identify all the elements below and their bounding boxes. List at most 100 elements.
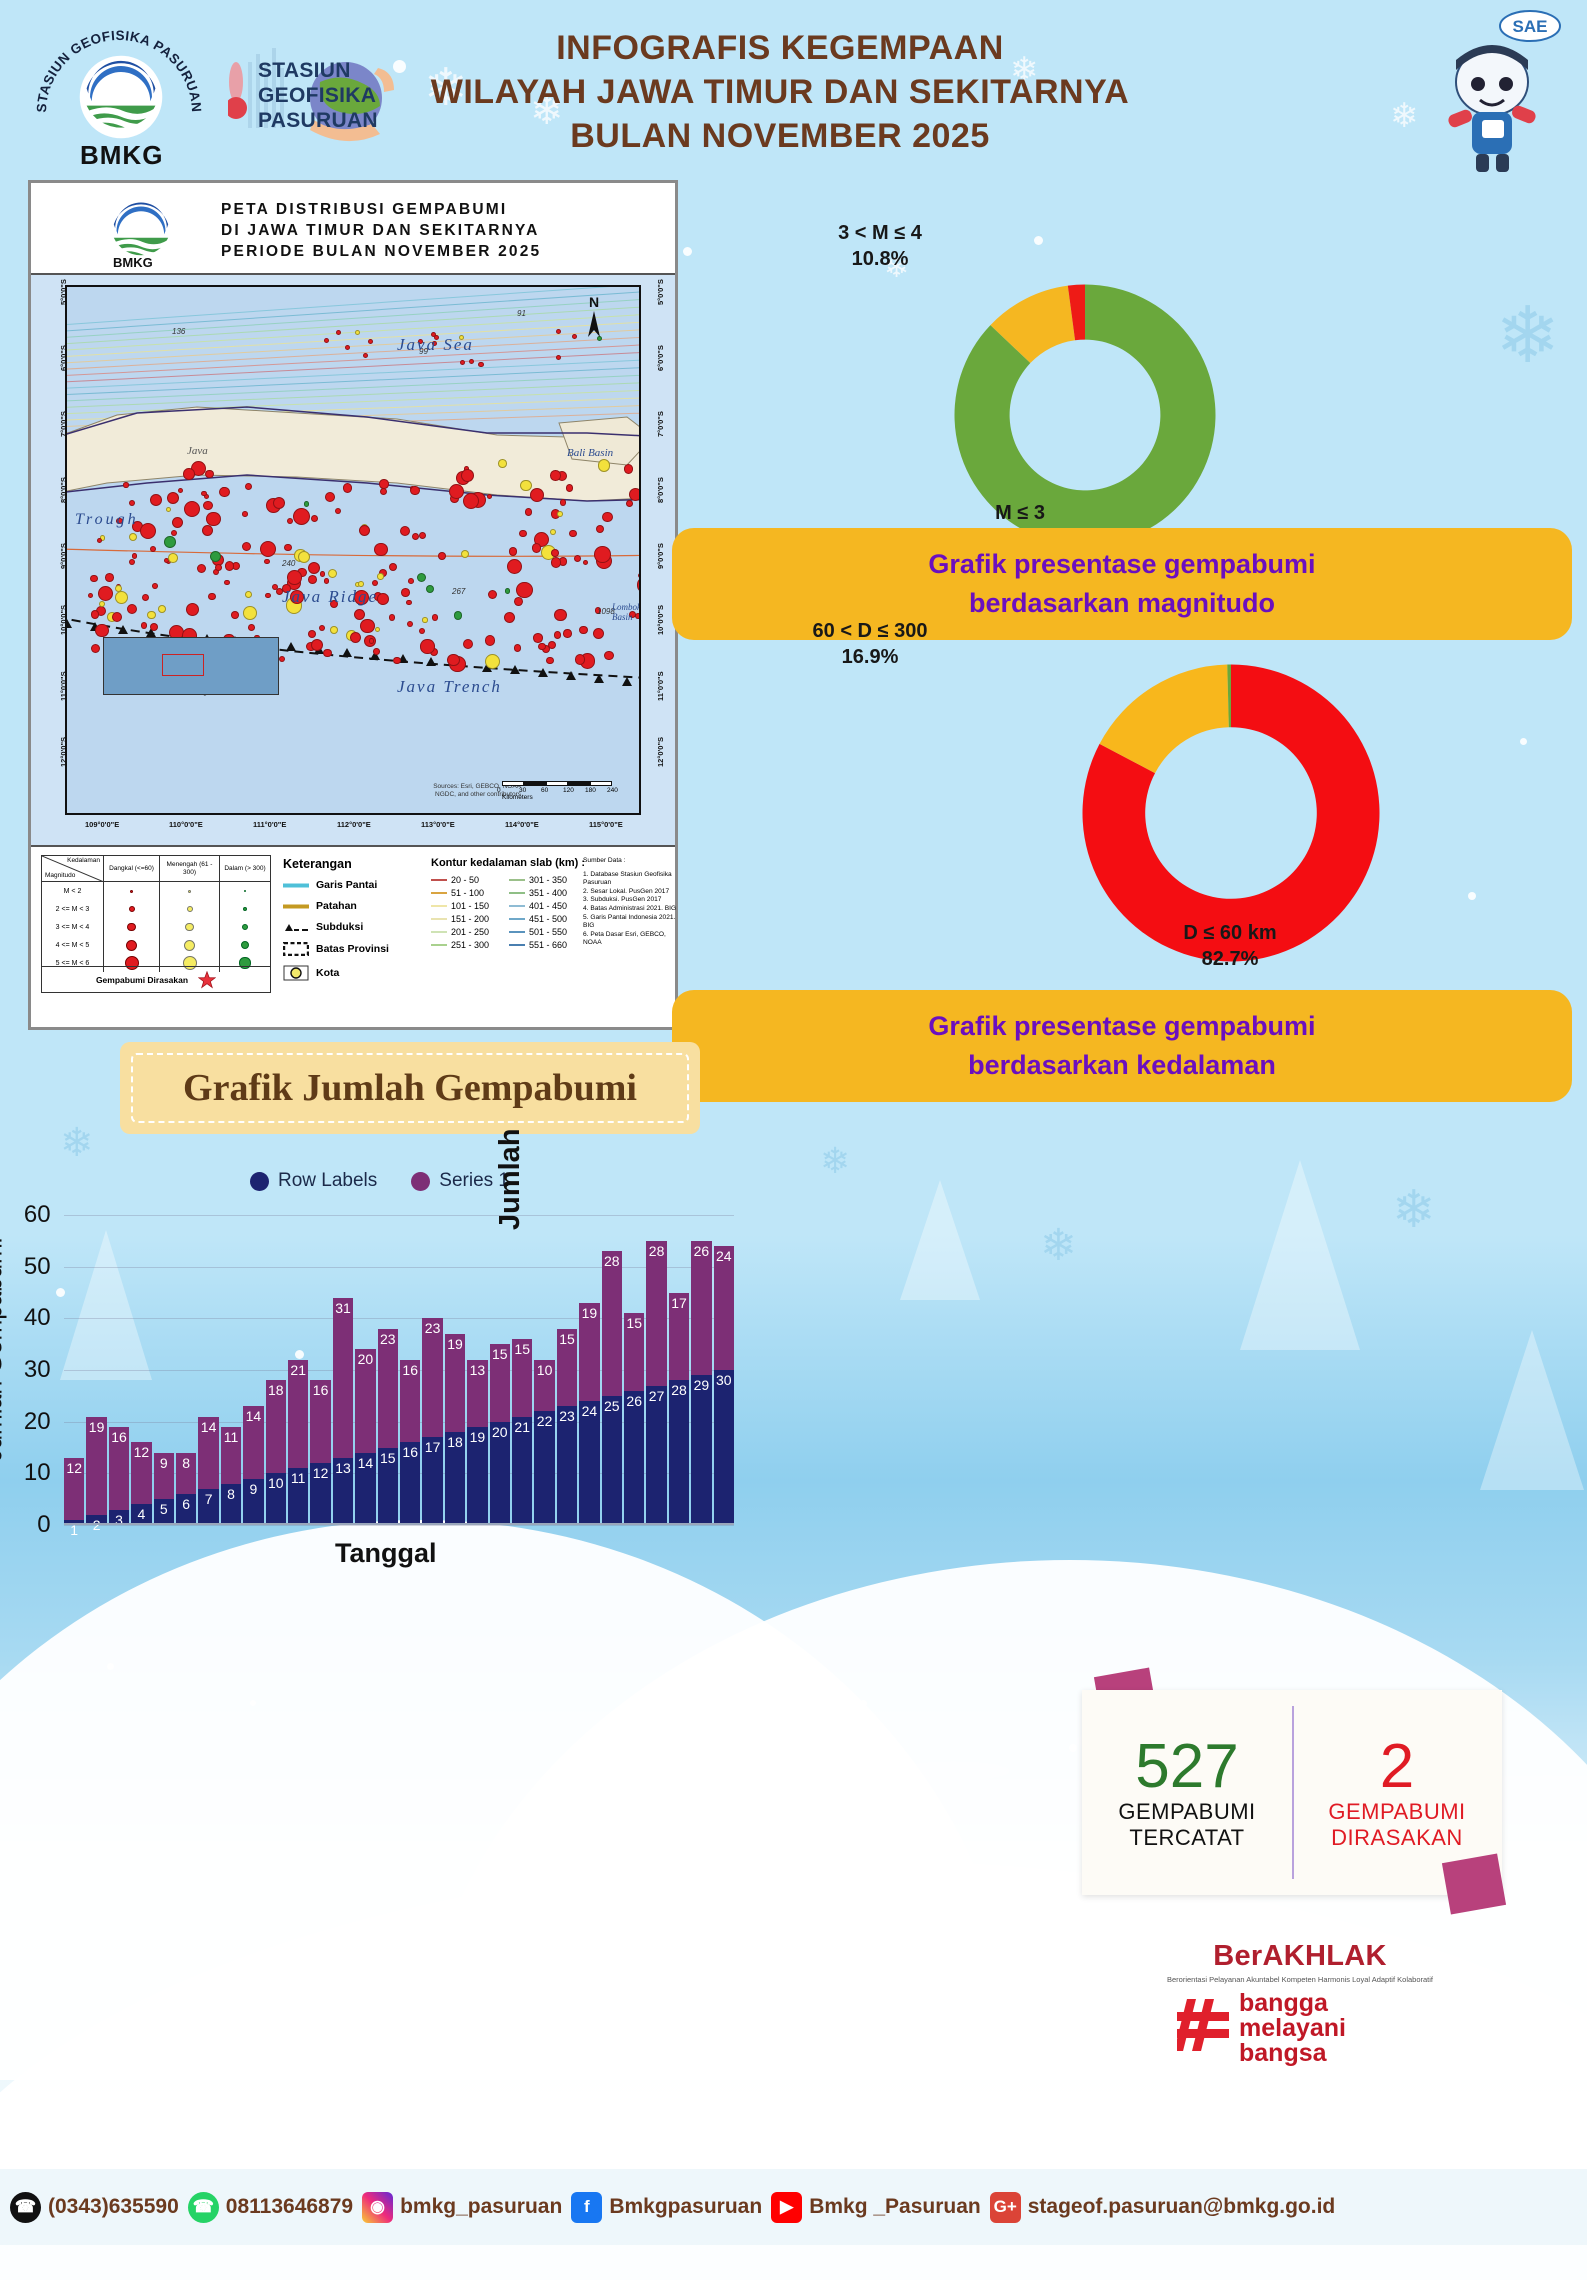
bar-column[interactable]: 14 7: [198, 1416, 219, 1525]
bar-segment-series1: 8: [176, 1452, 197, 1494]
bar-column[interactable]: 14 9: [243, 1406, 264, 1525]
bar-column[interactable]: 17 28: [668, 1292, 690, 1525]
bar-column[interactable]: 18 10: [265, 1380, 286, 1525]
footer-item[interactable]: G+ stageof.pasuruan@bmkg.go.id: [989, 2191, 1335, 2223]
bar-segment-row-labels: 15: [377, 1447, 398, 1525]
bar-column[interactable]: 13 19: [467, 1359, 488, 1525]
bar-value-series1: 17: [671, 1294, 687, 1311]
bar-value-series1: 19: [581, 1304, 598, 1321]
legend-series-row-labels[interactable]: Row Labels: [250, 1170, 377, 1192]
bar-column[interactable]: 11 8: [220, 1426, 242, 1525]
bar-segment-series1: 12: [64, 1457, 85, 1520]
bar-column[interactable]: 16 12: [310, 1380, 331, 1525]
map-attribution: Sources: Esri, GEBCO, NOAA NGDC, and oth…: [433, 783, 521, 798]
map-title-line-2: DI JAWA TIMUR DAN SEKITARNYA: [221, 222, 540, 239]
legend-swatch-series1: [411, 1171, 431, 1191]
footer-item[interactable]: ☎ (0343)635590: [10, 2191, 179, 2223]
bar-column[interactable]: 26 29: [691, 1240, 712, 1525]
bar-value-row-labels: 28: [671, 1382, 687, 1399]
bar-column[interactable]: 12 4: [131, 1442, 152, 1525]
bar-segment-row-labels: 22: [534, 1411, 555, 1525]
brand-line-1: bangga: [1239, 1989, 1328, 2017]
bar-column[interactable]: 16 16: [400, 1359, 421, 1525]
footer-item[interactable]: ▶ Bmkg _Pasuruan: [771, 2191, 981, 2223]
bar-column[interactable]: 15 20: [489, 1344, 510, 1525]
bar-value-series1: 13: [469, 1361, 486, 1378]
bar-column[interactable]: 20 14: [355, 1349, 376, 1525]
bar-value-series1: 16: [111, 1428, 127, 1445]
bar-value-row-labels: 4: [137, 1506, 146, 1523]
bar-segment-row-labels: 14: [355, 1452, 376, 1525]
bar-value-row-labels: 10: [268, 1475, 284, 1492]
bar-column[interactable]: 21 11: [288, 1359, 309, 1525]
legend-sources-title: Sumber Data :: [583, 857, 626, 864]
depth-donut-callout-bottom: D ≤ 60 km 82.7%: [1183, 922, 1277, 970]
bar-value-series1: 15: [514, 1341, 530, 1357]
footer-item[interactable]: ◉ bmkg_pasuruan: [362, 2191, 562, 2223]
source-item: 3. Subduksi. PusGen 2017: [583, 896, 662, 904]
bmkg-emblem-icon: [79, 55, 163, 139]
bar-column[interactable]: 15 26: [624, 1313, 645, 1525]
coastline-icon: [283, 883, 309, 887]
bmkg-emblem-icon: [113, 202, 169, 257]
legend-series-series1[interactable]: Series 1: [411, 1170, 509, 1192]
bar-column[interactable]: 24 30: [713, 1246, 734, 1525]
title-line-3: BULAN NOVEMBER 2025: [570, 117, 990, 155]
legend-item-province-border: Batas Provinsi: [283, 942, 433, 956]
map-plot-area[interactable]: 91 136 99 240 267 1098 Java Sea Java Ridge Ja…: [65, 285, 641, 815]
bar-column[interactable]: 16 3: [108, 1426, 130, 1528]
bar-column[interactable]: 19 24: [579, 1302, 600, 1525]
bar-value-row-labels: 21: [514, 1418, 530, 1435]
slab-item: 51 - 100: [431, 888, 503, 898]
legend-row: 5 <= M < 6: [42, 954, 270, 972]
chart-xlabel: Tanggal: [335, 1538, 437, 1568]
daily-earthquake-chart: Row Labels Series 1 01020304050601211921…: [0, 1128, 760, 2160]
bar-value-row-labels: 8: [227, 1485, 235, 1502]
bar-column[interactable]: 10 22: [534, 1359, 555, 1525]
bar-column[interactable]: 28 25: [601, 1251, 622, 1525]
bar-column[interactable]: 15 21: [512, 1339, 533, 1525]
bar-value-row-labels: 30: [716, 1372, 732, 1388]
legend-swatch-row-labels: [250, 1171, 269, 1191]
bar-value-row-labels: 1: [70, 1521, 79, 1538]
bar-value-row-labels: 29: [693, 1377, 710, 1394]
bar-column[interactable]: 19 18: [444, 1333, 466, 1525]
bar-column[interactable]: 12 1: [64, 1457, 85, 1538]
footer-item[interactable]: ☎ 08113646879: [187, 2191, 353, 2223]
map-canvas[interactable]: 91 136 99 240 267 1098 Java Sea Java Ridge Ja…: [31, 275, 675, 845]
bar-value-series1: 12: [133, 1444, 150, 1461]
bar-value-series1: 18: [268, 1382, 284, 1399]
station-line-1: STASIUN: [258, 59, 351, 82]
bar-column[interactable]: 192: [86, 1416, 107, 1533]
bar-segment-row-labels: 16: [400, 1442, 421, 1525]
bar-value-series1: 28: [648, 1242, 665, 1259]
footer-item[interactable]: f Bmkgpasuruan: [571, 2191, 763, 2223]
bar-column[interactable]: 31 13: [332, 1297, 354, 1525]
bar-segment-row-labels: 9: [243, 1478, 264, 1525]
bar-column[interactable]: 28 27: [646, 1240, 667, 1525]
bar-value-row-labels: 7: [204, 1490, 213, 1507]
bar-segment-series1: 14: [198, 1416, 219, 1489]
bar-segment-series1: 31: [332, 1297, 354, 1458]
bar-segment-row-labels: 26: [624, 1390, 645, 1525]
chart-plot-area: 0102030405060121192163124958614711814918…: [24, 1201, 734, 1538]
bar-column[interactable]: 15 23: [556, 1328, 578, 1525]
bar-segment-row-labels: 6: [176, 1494, 197, 1525]
legend-keterangan: Keterangan Garis Pantai Patahan Subduksi…: [283, 857, 433, 990]
instagram-icon: ◉: [362, 2191, 394, 2223]
bar-column[interactable]: 23 17: [422, 1318, 443, 1525]
map-title-line-1: PETA DISTRIBUSI GEMPABUMI: [221, 201, 508, 218]
svg-text:N: N: [589, 294, 599, 310]
bar-value-series1: 9: [159, 1454, 168, 1471]
bar-segment-row-labels: 12: [310, 1463, 331, 1525]
bar-value-series1: 8: [182, 1454, 191, 1471]
bar-value-row-labels: 23: [559, 1408, 575, 1425]
bar-column[interactable]: 23 15: [377, 1328, 398, 1525]
legend-row: 4 <= M < 5: [42, 936, 270, 954]
footer-item-label: Bmkgpasuruan: [609, 2195, 763, 2218]
bar-value-row-labels: 17: [424, 1439, 441, 1456]
bar-segment-series1: 19: [444, 1333, 466, 1432]
bmkg-wordmark: BMKG: [80, 140, 164, 170]
